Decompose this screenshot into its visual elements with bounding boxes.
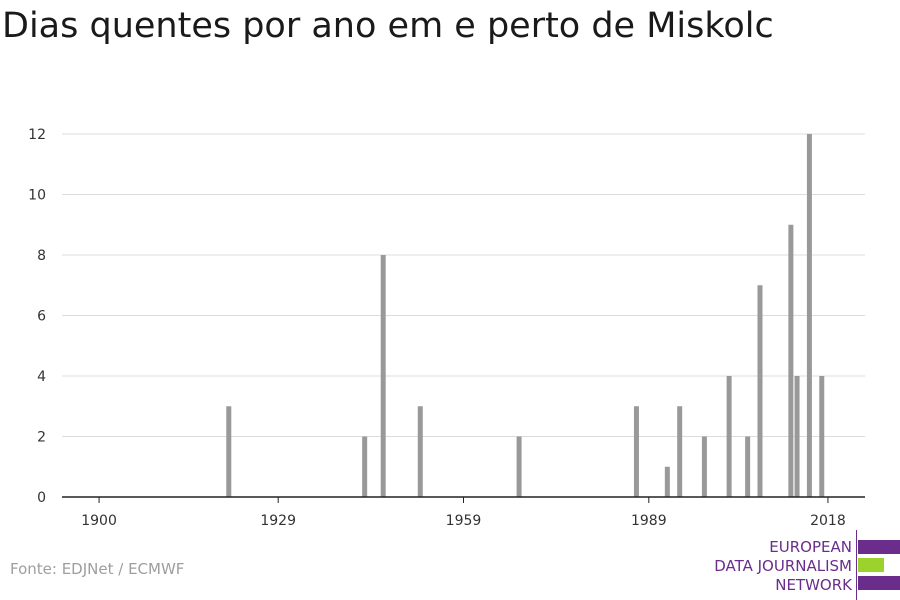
y-tick-label: 6: [37, 309, 46, 325]
bar: [788, 224, 794, 497]
bar: [701, 436, 707, 497]
chart-title: Dias quentes por ano em e perto de Misko…: [2, 6, 774, 46]
source-credit: Fonte: EDJNet / ECMWF: [10, 560, 185, 578]
bar: [633, 406, 639, 497]
x-tick-label: 2018: [810, 513, 846, 529]
x-tick-label: 1929: [260, 513, 296, 529]
bar: [417, 406, 423, 497]
bar: [794, 376, 800, 497]
edjnet-logo[interactable]: EUROPEAN DATA JOURNALISM NETWORK: [700, 530, 900, 600]
x-tick-label: 1989: [631, 513, 667, 529]
bar: [516, 436, 522, 497]
y-tick-label: 2: [37, 430, 46, 446]
logo-divider: [856, 530, 857, 600]
bar: [362, 436, 368, 497]
bar: [726, 376, 732, 497]
logo-line-3: NETWORK: [775, 576, 852, 594]
y-tick-label: 0: [37, 490, 46, 506]
bar: [757, 285, 763, 497]
bar: [819, 376, 825, 497]
logo-line-1: EUROPEAN: [769, 538, 852, 556]
logo-text: EUROPEAN DATA JOURNALISM NETWORK: [714, 538, 852, 595]
y-tick-label: 10: [28, 188, 46, 204]
x-tick-label: 1900: [81, 513, 117, 529]
bar: [745, 436, 751, 497]
logo-bar-purple-bottom: [858, 576, 900, 590]
y-tick-label: 8: [37, 248, 46, 264]
bar: [664, 466, 670, 497]
logo-bar-purple-top: [858, 540, 900, 554]
bar: [677, 406, 683, 497]
y-tick-label: 12: [28, 127, 46, 143]
bar: [806, 134, 812, 497]
x-tick-label: 1959: [446, 513, 482, 529]
logo-line-2: DATA JOURNALISM: [714, 557, 852, 575]
bar: [226, 406, 232, 497]
logo-bar-green: [858, 558, 884, 572]
y-tick-label: 4: [37, 369, 46, 385]
bar: [380, 255, 386, 497]
